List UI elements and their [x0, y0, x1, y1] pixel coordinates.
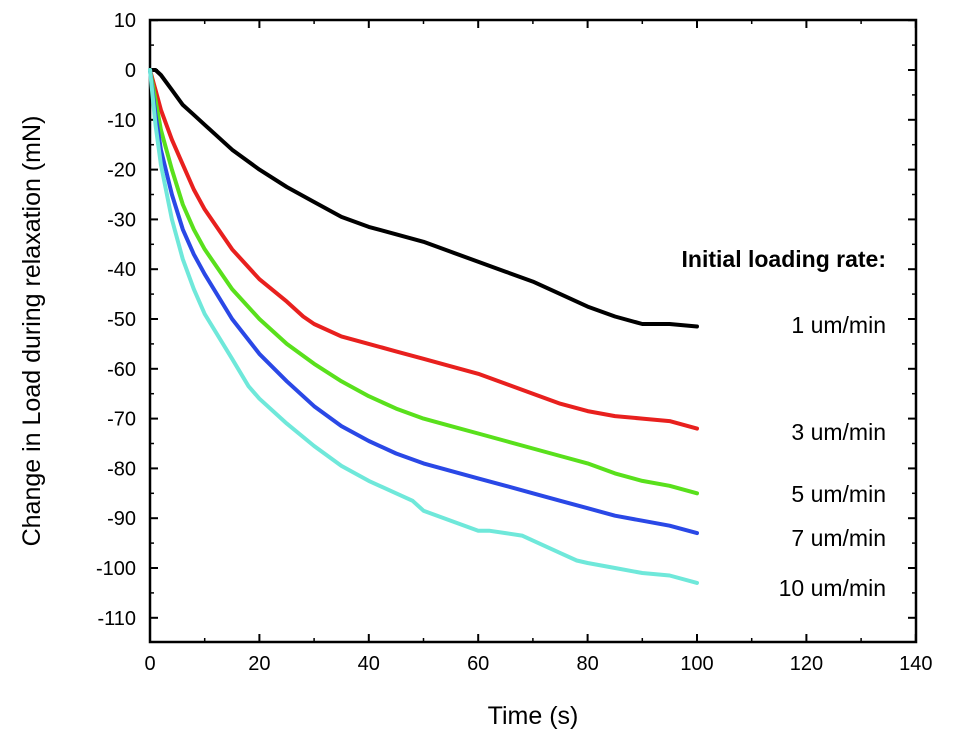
x-tick-label: 120 [790, 653, 823, 675]
y-tick-label: -80 [107, 458, 136, 480]
x-tick-label: 80 [576, 653, 598, 675]
legend-label-10-um-min: 10 um/min [779, 575, 886, 601]
x-axis-ticks [149, 20, 917, 642]
y-axis-tick-labels: 10 0 -10 -20 -30 -40 -50 -60 -70 -80 -90 -100 -110 [96, 10, 136, 630]
x-tick-label: 20 [248, 653, 270, 675]
y-tick-label: -100 [96, 558, 136, 580]
series-line-7-um-min [148, 68, 699, 536]
y-tick-label: -20 [107, 160, 136, 182]
y-tick-label: -10 [107, 110, 136, 132]
y-tick-label: -30 [107, 209, 136, 231]
x-tick-label: 100 [680, 653, 713, 675]
x-tick-label: 40 [358, 653, 380, 675]
x-axis-tick-labels: 0 20 40 60 80 100 120 140 [144, 653, 932, 675]
y-tick-label: -50 [107, 309, 136, 331]
x-tick-label: 60 [467, 653, 489, 675]
series-line-5-um-min [148, 68, 699, 496]
x-axis-title: Time (s) [488, 702, 579, 730]
y-tick-label: -70 [107, 409, 136, 431]
x-tick-label: 0 [144, 653, 155, 675]
y-tick-label: 0 [125, 60, 136, 82]
y-axis-title: Change in Load during relaxation (mN) [18, 116, 46, 547]
series-line-3-um-min [148, 68, 699, 431]
x-tick-label: 140 [899, 653, 932, 675]
legend-label-1-um-min: 1 um/min [791, 312, 886, 338]
legend-label-5-um-min: 5 um/min [791, 481, 886, 507]
legend-title: Initial loading rate: [682, 246, 886, 272]
series-line-10-um-min [148, 68, 699, 585]
y-tick-label: -60 [107, 359, 136, 381]
y-tick-label: -110 [97, 608, 136, 630]
y-tick-label: -90 [107, 508, 136, 530]
legend-label-7-um-min: 7 um/min [791, 525, 886, 551]
y-tick-label: 10 [114, 10, 136, 32]
legend-labels: 1 um/min 3 um/min 5 um/min 7 um/min 10 um/mi… [779, 312, 886, 601]
y-tick-label: -40 [107, 259, 136, 281]
legend-label-3-um-min: 3 um/min [791, 419, 886, 445]
series-lines [148, 68, 699, 585]
series-line-1-um-min [148, 68, 699, 329]
